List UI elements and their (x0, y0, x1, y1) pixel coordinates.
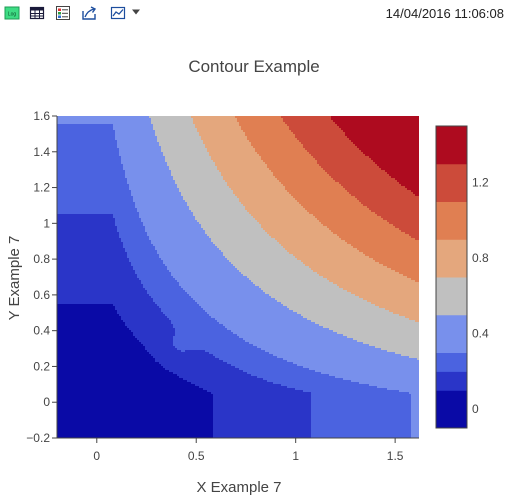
colorbar-border (435, 125, 468, 429)
log-icon-label: Log (8, 12, 17, 18)
y-tick-label: −0.2 (26, 431, 50, 445)
colorbar-segment (436, 201, 467, 240)
x-tick-label: 0 (93, 449, 100, 463)
table-icon[interactable] (29, 5, 45, 21)
y-tick-label: 1.4 (33, 145, 50, 159)
contour-fill (57, 116, 419, 438)
colorbar-segment (436, 352, 467, 372)
chart-title: Contour Example (188, 57, 319, 76)
timestamp: 14/04/2016 11:06:08 (385, 6, 504, 21)
axes: 0 0.5 1 1.5 −0.2 0 0.2 0.4 0.6 0.8 1 1.2 1.4 1.6 (26, 109, 419, 463)
colorbar-segment (436, 390, 467, 429)
y-tick-label: 0.4 (33, 324, 50, 338)
colorbar-segment (436, 371, 467, 391)
colorbar: 0 0.4 0.8 1.2 (435, 125, 489, 429)
colorbar-segment (436, 277, 467, 316)
colorbar-segment (436, 239, 467, 278)
x-axis-label: X Example 7 (196, 479, 281, 496)
colorbar-segment (436, 314, 467, 353)
properties-icon[interactable] (55, 5, 71, 21)
colorbar-segment (436, 163, 467, 202)
colorbar-tick-label: 0.8 (472, 251, 489, 265)
y-tick-label: 0 (43, 395, 50, 409)
chart-type-icon[interactable] (110, 5, 126, 21)
y-tick-label: 1.2 (33, 181, 50, 195)
x-tick-label: 0.5 (188, 449, 205, 463)
contour-plot-area (57, 116, 419, 438)
x-tick-label: 1.5 (387, 449, 404, 463)
colorbar-tick-label: 0 (472, 402, 479, 416)
y-tick-label: 1.6 (33, 109, 50, 123)
toolbar: Log 14/04/2016 11:06:08 (0, 0, 513, 26)
dropdown-arrow-icon[interactable] (131, 7, 141, 17)
y-tick-label: 0.6 (33, 288, 50, 302)
colorbar-tick-label: 0.4 (472, 327, 489, 341)
colorbar-tick-label: 1.2 (472, 176, 489, 190)
y-tick-label: 0.8 (33, 252, 50, 266)
log-scale-icon[interactable]: Log (4, 5, 20, 21)
export-icon[interactable] (81, 5, 97, 21)
y-tick-label: 1 (43, 216, 50, 230)
y-tick-label: 0.2 (33, 359, 50, 373)
y-axis-label: Y Example 7 (6, 236, 23, 321)
x-tick-label: 1 (292, 449, 299, 463)
colorbar-segment (436, 126, 467, 165)
